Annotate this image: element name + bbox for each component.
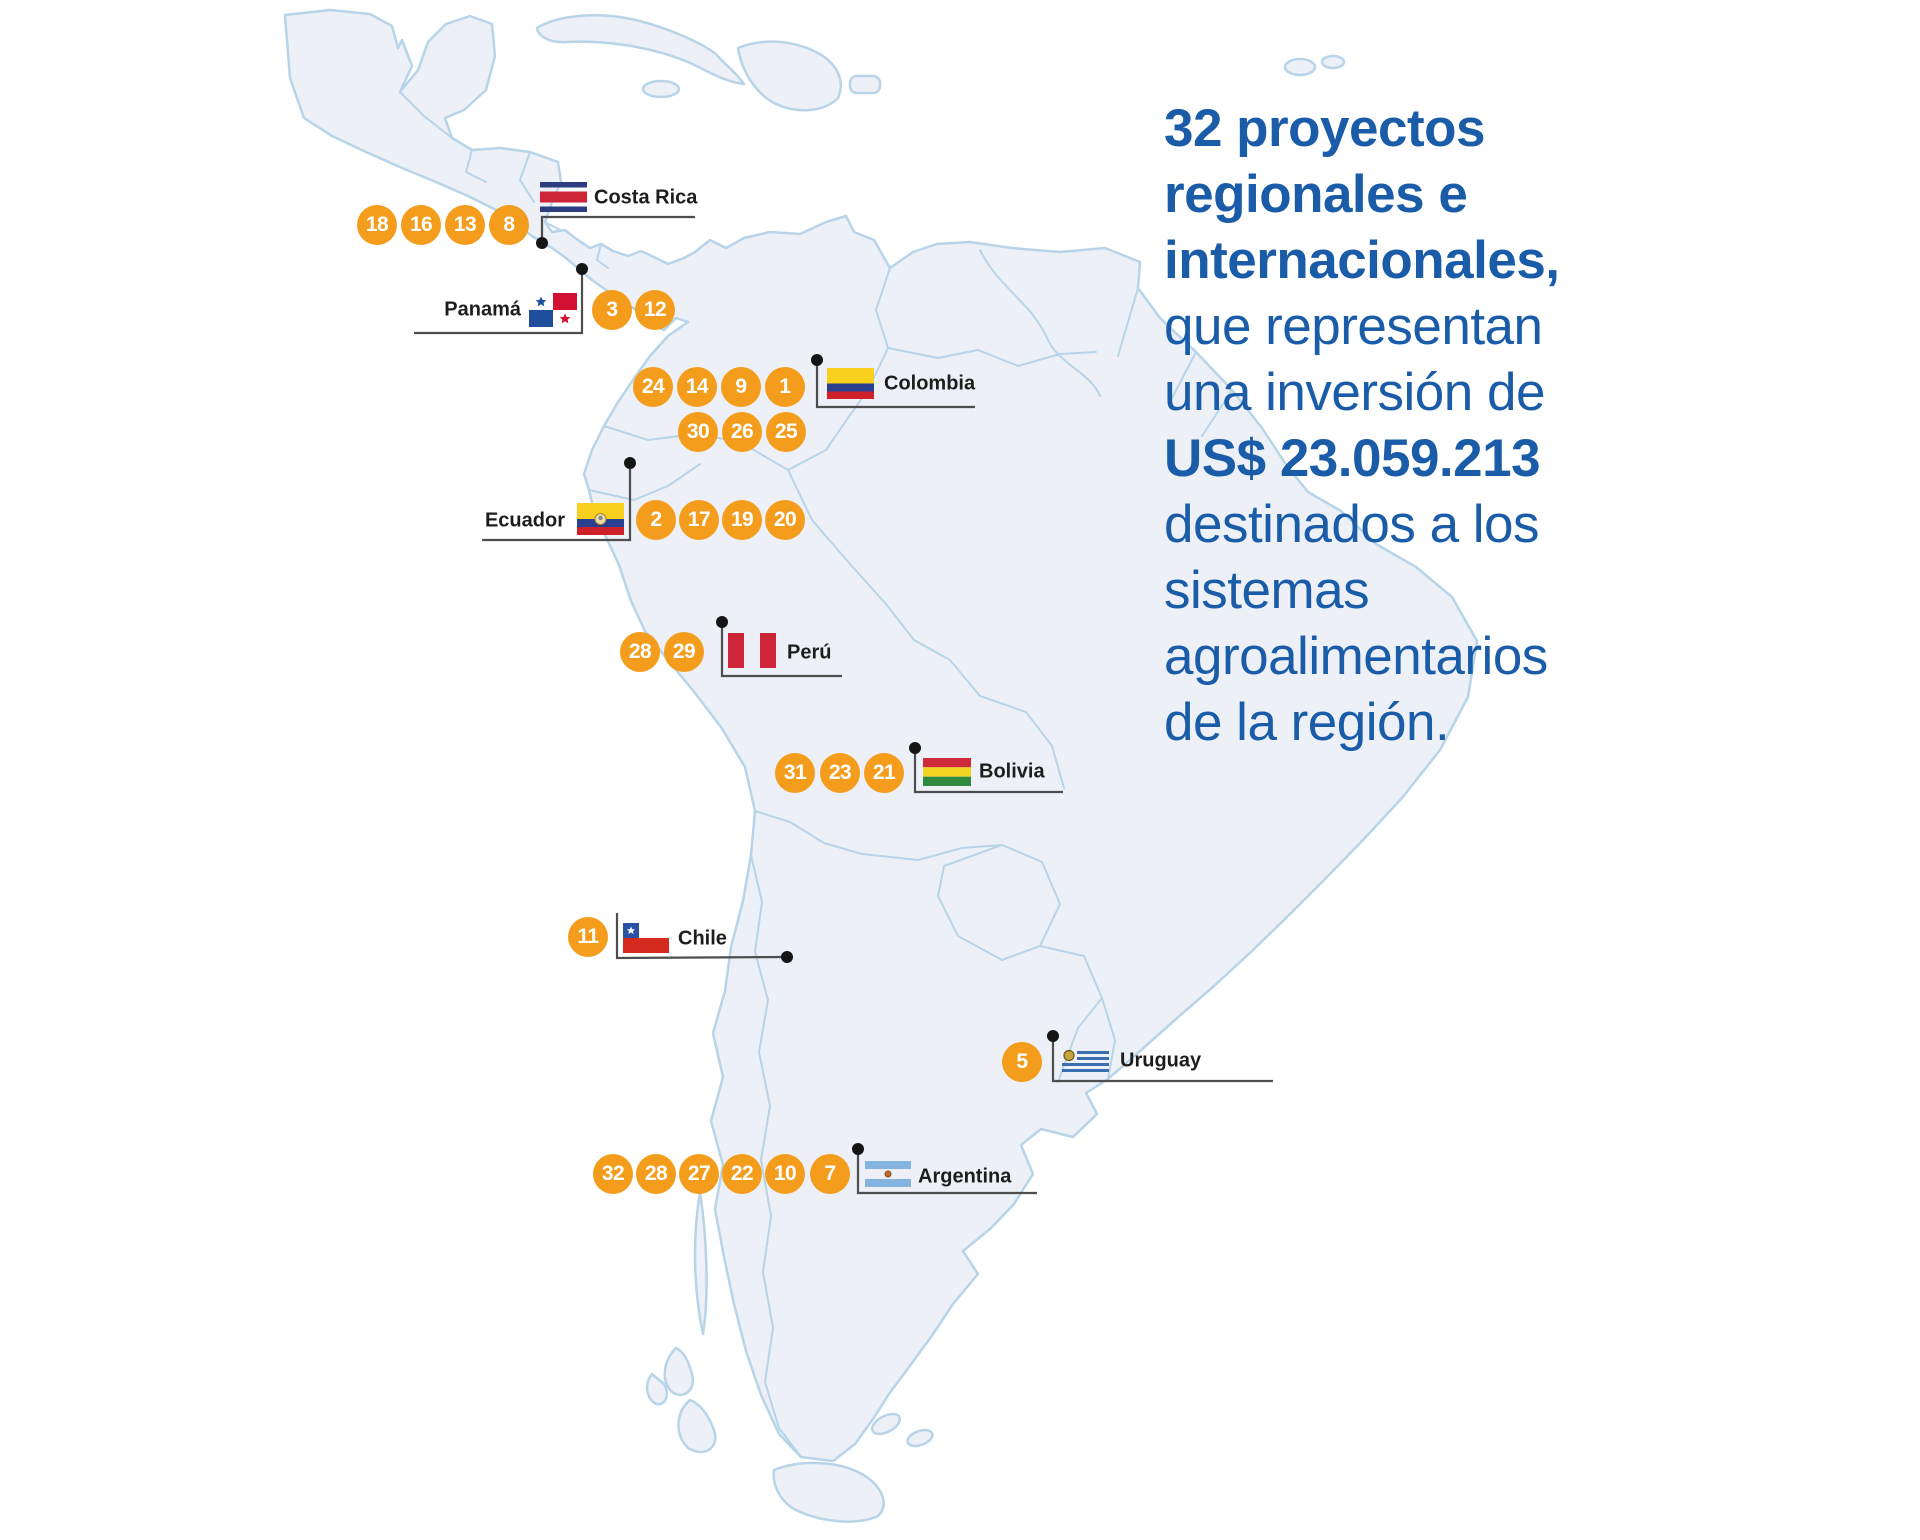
marker-28-peru: 28 — [620, 632, 660, 672]
country-label-uruguay: Uruguay — [1120, 1049, 1202, 1072]
country-label-colombia: Colombia — [884, 372, 976, 395]
marker-14: 14 — [677, 367, 717, 407]
leader-uruguay — [1051, 1036, 1273, 1083]
headline-line-8: sistemas — [1164, 561, 1370, 620]
marker-23: 23 — [820, 753, 860, 793]
country-label-peru: Perú — [787, 641, 832, 664]
marker-26: 26 — [722, 412, 762, 452]
dot-chile — [781, 951, 793, 963]
marker-21: 21 — [864, 753, 904, 793]
dot-costa-rica — [536, 237, 548, 249]
small-island-northeast-2 — [1320, 54, 1346, 70]
argentina-flag-icon — [865, 1161, 911, 1187]
marker-24: 24 — [633, 367, 673, 407]
fjord-island-3 — [645, 1372, 668, 1406]
ecuador-flag-icon — [577, 503, 624, 535]
marker-27: 27 — [679, 1154, 719, 1194]
marker-22: 22 — [722, 1154, 762, 1194]
dot-panama — [576, 263, 588, 275]
puerto-rico-island — [848, 74, 882, 95]
country-label-argentina: Argentina — [918, 1165, 1012, 1188]
leader-argentina — [856, 1149, 1037, 1195]
marker-29: 29 — [664, 632, 704, 672]
country-label-ecuador: Ecuador — [484, 509, 565, 532]
leader-lines — [414, 215, 1273, 1195]
marker-10: 10 — [765, 1154, 805, 1194]
hispaniola-island — [736, 40, 842, 112]
leader-peru — [720, 622, 842, 678]
country-label-costa-rica: Costa Rica — [594, 186, 698, 209]
marker-5: 5 — [1002, 1042, 1042, 1082]
headline-line-3: internacionales, — [1164, 231, 1560, 290]
headline-investment: US$ 23.059.213 — [1164, 429, 1541, 488]
headline-text-block: 32 proyectos regionales e internacionale… — [1164, 96, 1764, 756]
marker-7: 7 — [810, 1154, 850, 1194]
tierra-del-fuego-island — [772, 1461, 885, 1523]
map-anchor-dots — [536, 237, 1059, 1155]
leader-panama — [414, 269, 584, 335]
costa-rica-flag-icon — [540, 182, 587, 212]
marker-2: 2 — [636, 500, 676, 540]
marker-31: 31 — [775, 753, 815, 793]
marker-8: 8 — [489, 205, 529, 245]
marker-11: 11 — [568, 917, 608, 957]
marker-19: 19 — [722, 500, 762, 540]
marker-9: 9 — [721, 367, 761, 407]
headline-line-4: que representan — [1164, 297, 1543, 356]
marker-28-argentina: 28 — [636, 1154, 676, 1194]
small-island-northeast-1 — [1283, 57, 1317, 77]
marker-1: 1 — [765, 367, 805, 407]
headline-line-9: agroalimentarios — [1164, 627, 1548, 686]
dot-colombia — [811, 354, 823, 366]
fjord-island-1 — [663, 1346, 695, 1397]
country-label-bolivia: Bolivia — [979, 760, 1045, 783]
headline-line-2: regionales e — [1164, 165, 1468, 224]
dot-argentina — [852, 1143, 864, 1155]
dot-ecuador — [624, 457, 636, 469]
falkland-island-east — [906, 1428, 934, 1448]
bolivia-flag-icon — [923, 758, 971, 786]
uruguay-flag-icon — [1062, 1049, 1109, 1072]
marker-16: 16 — [401, 205, 441, 245]
leader-chile — [615, 913, 788, 960]
jamaica-island — [641, 79, 681, 99]
leader-bolivia — [913, 748, 1063, 794]
marker-30: 30 — [678, 412, 718, 452]
headline-line-1: 32 proyectos — [1164, 99, 1485, 158]
marker-32: 32 — [593, 1154, 633, 1194]
marker-18: 18 — [357, 205, 397, 245]
falkland-island-west — [870, 1412, 902, 1436]
colombia-flag-icon — [827, 368, 874, 399]
leader-costa-rica — [540, 215, 695, 242]
panama-flag-icon — [529, 293, 577, 327]
marker-20: 20 — [765, 500, 805, 540]
marker-3: 3 — [592, 290, 632, 330]
country-label-chile: Chile — [678, 927, 727, 950]
marker-17: 17 — [679, 500, 719, 540]
chilean-coastal-island — [693, 1190, 708, 1336]
headline-line-5: una inversión de — [1164, 363, 1545, 422]
leader-colombia — [815, 360, 975, 409]
leader-ecuador — [482, 463, 632, 542]
country-label-panama: Panamá — [444, 298, 521, 321]
cuba-island — [535, 14, 746, 86]
marker-12: 12 — [635, 290, 675, 330]
marker-13: 13 — [445, 205, 485, 245]
fjord-island-2 — [677, 1398, 717, 1454]
peru-flag-icon — [728, 633, 776, 668]
dot-peru — [716, 616, 728, 628]
chile-flag-icon — [623, 923, 669, 953]
dot-bolivia — [909, 742, 921, 754]
headline-line-10: de la región. — [1164, 693, 1450, 752]
headline-line-7: destinados a los — [1164, 495, 1540, 554]
dot-uruguay — [1047, 1030, 1059, 1042]
marker-25: 25 — [766, 412, 806, 452]
